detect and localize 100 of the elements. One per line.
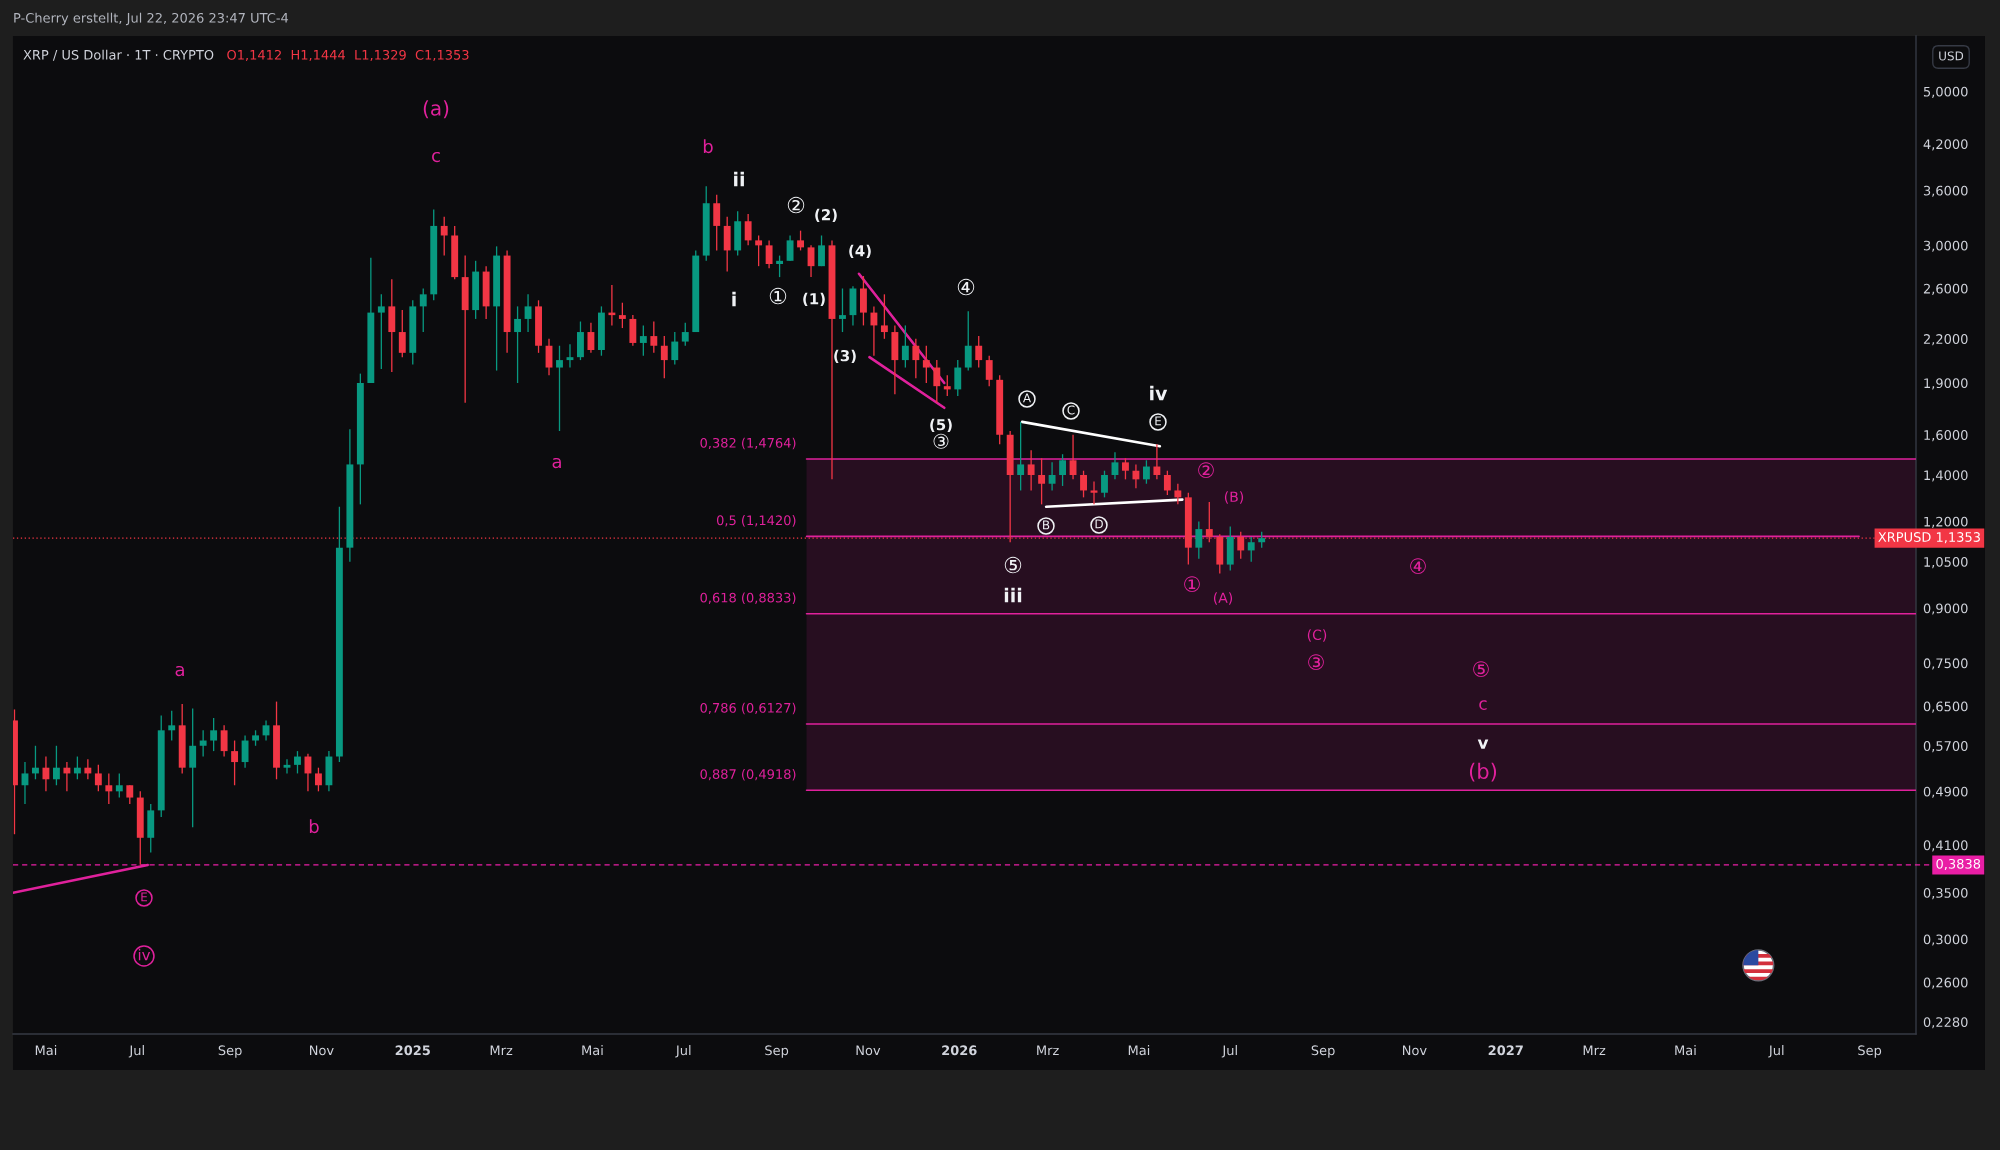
candlestick (1195, 520, 1203, 560)
annotation: (2) (815, 208, 837, 223)
candlestick (189, 707, 197, 828)
candlestick (1247, 536, 1255, 563)
candlestick (1017, 421, 1025, 492)
x-tick-label: Sep (1858, 1045, 1882, 1058)
annotation: A (1022, 393, 1032, 403)
annotation: (4) (849, 244, 871, 259)
annotation: (1) (803, 292, 825, 307)
candlestick (933, 359, 941, 404)
candlestick (283, 758, 291, 775)
candlestick (566, 343, 574, 369)
candlestick (377, 293, 385, 370)
candlestick (1111, 451, 1119, 480)
candlestick (1080, 470, 1087, 498)
candlestick (671, 331, 679, 366)
x-tick-label: Jul (128, 1045, 144, 1058)
candlestick (1090, 480, 1098, 506)
annotation: i (732, 291, 736, 307)
candlestick (398, 309, 406, 358)
candlestick (1163, 470, 1171, 496)
y-tick-label: 5,0000 (1923, 86, 1968, 98)
y-tick-label: 1,2000 (1924, 516, 1968, 528)
annotation: ③ (933, 433, 949, 449)
candlestick (105, 772, 113, 805)
annotation: (A) (1213, 592, 1233, 605)
candlestick (1038, 457, 1046, 506)
x-tick-label: Mai (582, 1045, 603, 1056)
x-tick-label: Jul (1221, 1045, 1237, 1058)
candlestick (880, 293, 888, 340)
candlestick (954, 359, 962, 397)
annotation: b (309, 819, 319, 834)
annotation: b (703, 139, 713, 154)
candlestick (231, 739, 239, 786)
text: O1,1412 H1,1444 L1,1329 C1,1353 (227, 49, 469, 62)
x-tick-label: Mrz (1583, 1045, 1606, 1055)
text: P-Cherry erstellt, Jul 22, 2026 23:47 UTC-4 (14, 12, 289, 26)
candlestick (220, 724, 228, 758)
annotation: (B) (1224, 491, 1244, 504)
y-axis-title: USD (1939, 51, 1964, 61)
annotation: (5) (930, 418, 952, 433)
candlestick (912, 338, 920, 379)
annotation: E (1155, 416, 1162, 426)
annotation: ② (1198, 462, 1214, 478)
annotation: D (1095, 519, 1103, 529)
series-label: 0,786 (0,6127) (700, 702, 796, 715)
candlestick (1048, 461, 1056, 492)
x-tick-label: Sep (218, 1045, 242, 1058)
candlestick (440, 215, 448, 257)
candlestick (1122, 457, 1129, 480)
annotation: c (432, 151, 440, 163)
candlestick (1027, 449, 1035, 492)
candlestick (639, 324, 647, 357)
y-tick-label: 4,2000 (1923, 139, 1968, 151)
series-label: 0,382 (1,4764) (700, 437, 796, 450)
candlestick (618, 302, 626, 329)
candlestick (797, 230, 804, 252)
candlestick (524, 293, 532, 333)
candlestick (870, 305, 878, 357)
candlestick (1059, 453, 1067, 487)
x-tick-label: Nov (856, 1045, 881, 1056)
annotation: ① (769, 287, 787, 305)
candlestick (52, 745, 60, 786)
annotation: ⑤ (1473, 661, 1489, 677)
candlestick (818, 234, 825, 267)
candlestick (556, 345, 563, 432)
y-tick-label: 0,3000 (1923, 934, 1968, 946)
candlestick (1132, 463, 1140, 489)
x-tick-label: Jul (1768, 1045, 1784, 1058)
y-tick-label: 2,6000 (1923, 283, 1968, 295)
y-tick-label: 2,2000 (1923, 334, 1968, 346)
y-tick-label: 0,5700 (1923, 741, 1968, 753)
annotation: iv (1150, 385, 1168, 401)
x-tick-label: Mai (1128, 1045, 1150, 1056)
annotation: ④ (957, 278, 975, 296)
y-tick-label: 0,9000 (1923, 603, 1968, 615)
candlestick (660, 335, 668, 379)
candlestick (755, 234, 763, 267)
x-tick-label: Jul (675, 1045, 691, 1058)
annotation: (a) (423, 100, 449, 119)
y-tick-label: 0,4100 (1923, 840, 1968, 852)
annotation: ii (734, 171, 744, 187)
candlestick (922, 345, 930, 384)
annotation: v (1477, 739, 1489, 749)
candlestick (786, 234, 794, 262)
candlestick (901, 324, 909, 369)
annotation: (C) (1307, 629, 1327, 642)
candlestick (839, 287, 846, 333)
candlestick (514, 305, 522, 384)
candlestick (744, 213, 752, 247)
annotation: a (552, 457, 561, 469)
series-label: 0,5 (1,1420) (716, 515, 796, 527)
x-tick-label: Mrz (490, 1045, 513, 1055)
candlestick (126, 784, 134, 805)
x-tick-label: Mai (35, 1045, 57, 1056)
x-tick-label: 2027 (1488, 1045, 1523, 1056)
annotation: iii (1004, 587, 1022, 603)
x-tick-label: Nov (1403, 1045, 1427, 1056)
text: XRP / US Dollar · 1T · CRYPTO (23, 49, 214, 61)
candlestick (943, 374, 951, 397)
